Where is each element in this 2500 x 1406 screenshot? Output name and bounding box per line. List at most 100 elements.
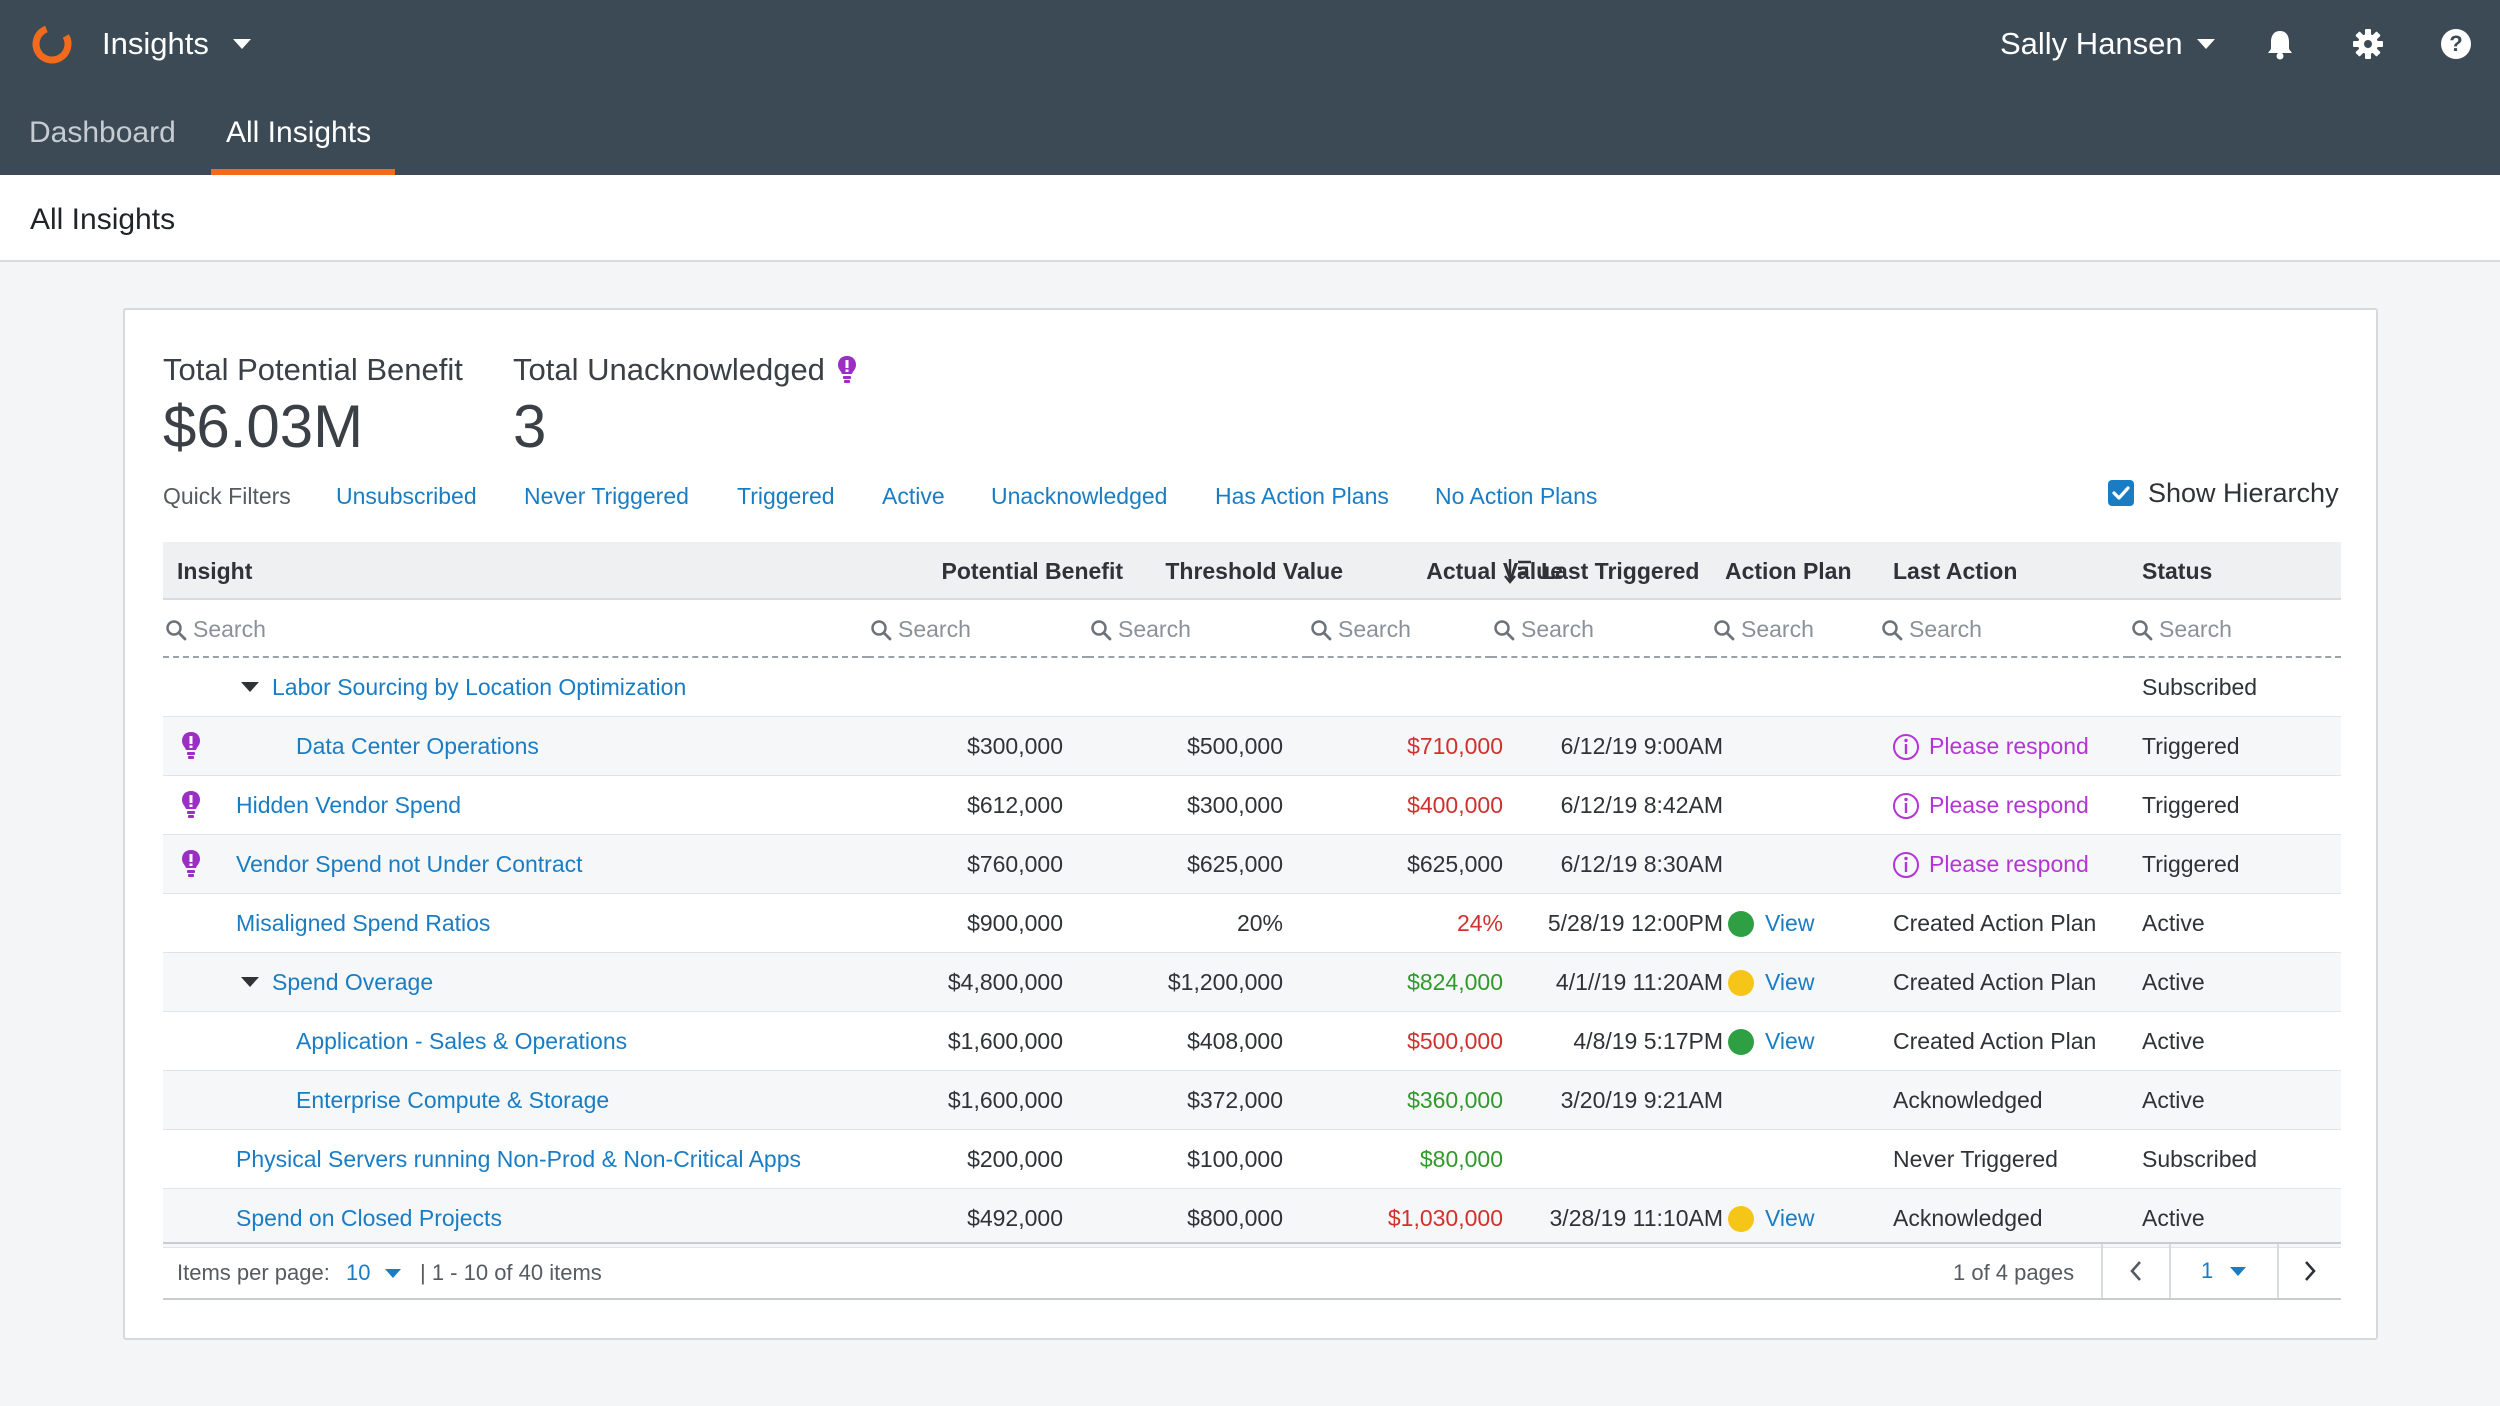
search-icon [1311, 620, 1332, 641]
search-input-last-triggered[interactable] [1521, 612, 1705, 646]
view-action-plan-link[interactable]: View [1765, 1205, 1815, 1231]
table-row[interactable]: Labor Sourcing by Location Optimization S… [163, 658, 2341, 717]
insight-name-link[interactable]: Enterprise Compute & Storage [296, 1087, 610, 1113]
total-unacknowledged-label: Total Unacknowledged [513, 352, 825, 387]
potential-benefit-value: $4,800,000 [947, 969, 1063, 995]
search-action-plan [1711, 600, 1879, 658]
items-per-page-select[interactable]: 10 [346, 1260, 371, 1285]
column-actual-value[interactable]: Actual Value [1426, 558, 1563, 584]
tab-dashboard[interactable]: Dashboard [29, 116, 176, 149]
filter-unsubscribed[interactable]: Unsubscribed [336, 483, 477, 509]
insight-name-link[interactable]: Spend Overage [272, 969, 434, 995]
insight-name-link[interactable]: Application - Sales & Operations [296, 1028, 628, 1054]
search-input-action-plan[interactable] [1741, 612, 1873, 646]
potential-benefit-value: $900,000 [967, 910, 1063, 936]
search-last-triggered [1491, 600, 1711, 658]
previous-page-button[interactable] [2101, 1244, 2169, 1298]
column-status[interactable]: Status [2142, 558, 2213, 584]
caret-down-icon[interactable] [384, 1268, 402, 1279]
potential-benefit-value: $612,000 [967, 792, 1063, 818]
search-input-potential-benefit[interactable] [898, 612, 1082, 646]
insight-name-link[interactable]: Misaligned Spend Ratios [236, 910, 491, 936]
table-row[interactable]: Data Center Operations $300,000 $500,000 $7… [163, 717, 2341, 776]
action-plan-status-dot [1728, 1206, 1754, 1232]
insight-name-link[interactable]: Spend on Closed Projects [236, 1205, 502, 1231]
page-select[interactable]: 1 [2169, 1244, 2277, 1298]
column-potential-benefit[interactable]: Potential Benefit [941, 558, 1123, 584]
view-action-plan-link[interactable]: View [1765, 910, 1815, 936]
column-last-action[interactable]: Last Action [1893, 558, 2018, 584]
app-title[interactable]: Insights [102, 26, 209, 61]
app-logo-icon[interactable] [28, 20, 76, 68]
threshold-value: $500,000 [1187, 733, 1283, 759]
chevron-right-icon [2305, 1261, 2316, 1281]
please-respond-link[interactable]: Please respond [1929, 851, 2089, 877]
threshold-value: $300,000 [1187, 792, 1283, 818]
table-row[interactable]: Spend on Closed Projects $492,000 $800,000… [163, 1189, 2341, 1248]
last-triggered-value [1323, 1130, 1723, 1188]
filter-no-action-plans[interactable]: No Action Plans [1435, 483, 1598, 509]
caret-down-icon[interactable] [2196, 38, 2216, 50]
insight-name-link[interactable]: Data Center Operations [296, 733, 539, 759]
page-header: All Insights [0, 175, 2500, 262]
table-row[interactable]: Physical Servers running Non-Prod & Non-… [163, 1130, 2341, 1189]
table-row[interactable]: Enterprise Compute & Storage $1,600,000 $3… [163, 1071, 2341, 1130]
column-action-plan[interactable]: Action Plan [1725, 558, 1852, 584]
sort-descending-icon[interactable] [1503, 557, 1533, 585]
please-respond-link[interactable]: Please respond [1929, 792, 2089, 818]
table-row[interactable]: Application - Sales & Operations $1,600,0… [163, 1012, 2341, 1071]
search-input-actual-value[interactable] [1338, 612, 1485, 646]
next-page-button[interactable] [2277, 1244, 2341, 1298]
collapse-caret-icon[interactable] [240, 976, 260, 988]
view-action-plan-link[interactable]: View [1765, 969, 1815, 995]
items-range: | 1 - 10 of 40 items [420, 1260, 602, 1285]
last-triggered-value: 4/1//19 11:20AM [1555, 969, 1723, 995]
status-value: Triggered [2142, 792, 2240, 818]
action-plan-status-dot [1728, 970, 1754, 996]
table-row[interactable]: Spend Overage $4,800,000 $1,200,000 $824,00… [163, 953, 2341, 1012]
svg-text:?: ? [2449, 31, 2462, 56]
search-icon [1494, 620, 1515, 641]
help-icon[interactable]: ? [2438, 26, 2474, 62]
current-page: 1 [2201, 1258, 2214, 1283]
page-count: 1 of 4 pages [1953, 1260, 2075, 1285]
filter-has-action-plans[interactable]: Has Action Plans [1215, 483, 1389, 509]
gear-icon[interactable] [2350, 26, 2386, 62]
filter-triggered[interactable]: Triggered [737, 483, 835, 509]
potential-benefit-value: $1,600,000 [947, 1028, 1063, 1054]
insight-name-link[interactable]: Physical Servers running Non-Prod & Non-… [236, 1146, 802, 1172]
column-last-triggered[interactable]: Last Triggered [1541, 558, 1700, 584]
search-icon [166, 620, 187, 641]
status-value: Active [2142, 910, 2205, 936]
insight-name-link[interactable]: Hidden Vendor Spend [236, 792, 462, 818]
search-input-status[interactable] [2159, 612, 2335, 646]
search-potential-benefit [868, 600, 1088, 658]
view-action-plan-link[interactable]: View [1765, 1028, 1815, 1054]
user-menu[interactable]: Sally Hansen [2000, 26, 2183, 61]
filter-unacknowledged[interactable]: Unacknowledged [991, 483, 1168, 509]
table-row[interactable]: Vendor Spend not Under Contract $760,000 $… [163, 835, 2341, 894]
actual-value: $400,000 [1407, 792, 1503, 818]
search-input-insight[interactable] [193, 612, 862, 646]
actual-value: $1,030,000 [1387, 1205, 1503, 1231]
search-input-last-action[interactable] [1909, 612, 2123, 646]
filter-never-triggered[interactable]: Never Triggered [524, 483, 689, 509]
table-row[interactable]: Hidden Vendor Spend $612,000 $300,000 $400,… [163, 776, 2341, 835]
table-row[interactable]: Misaligned Spend Ratios $900,000 20% 24% 5/2… [163, 894, 2341, 953]
please-respond-link[interactable]: Please respond [1929, 733, 2089, 759]
tab-all-insights[interactable]: All Insights [226, 116, 372, 149]
filter-active[interactable]: Active [882, 483, 945, 509]
insight-name-link[interactable]: Labor Sourcing by Location Optimization [272, 674, 687, 700]
search-input-threshold-value[interactable] [1118, 612, 1302, 646]
show-hierarchy-checkbox[interactable] [2108, 480, 2134, 506]
status-value: Active [2142, 1087, 2205, 1113]
insight-name-link[interactable]: Vendor Spend not Under Contract [236, 851, 583, 877]
bell-icon[interactable] [2262, 26, 2298, 62]
page-title: All Insights [30, 203, 176, 236]
collapse-caret-icon[interactable] [240, 681, 260, 693]
column-insight[interactable]: Insight [177, 558, 253, 584]
column-threshold-value[interactable]: Threshold Value [1165, 558, 1343, 584]
caret-down-icon[interactable] [232, 38, 252, 50]
status-value: Triggered [2142, 733, 2240, 759]
threshold-value: $408,000 [1187, 1028, 1283, 1054]
